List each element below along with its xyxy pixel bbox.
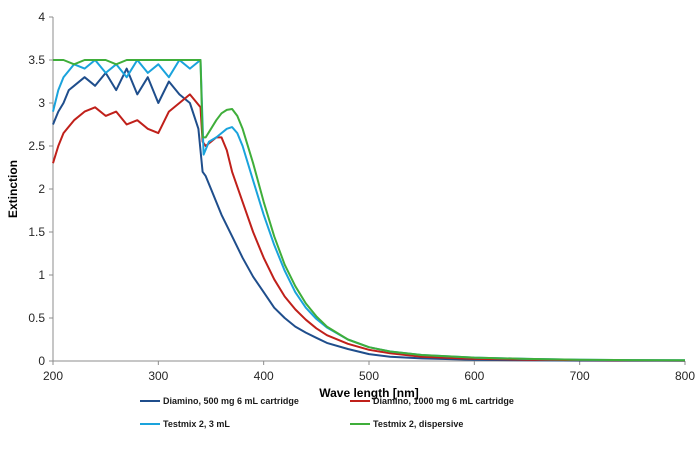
legend-label-1: Diamino, 500 mg 6 mL cartridge xyxy=(163,396,299,406)
x-tick-label: 600 xyxy=(464,369,484,383)
x-tick-label: 400 xyxy=(254,369,274,383)
y-axis-title: Extinction xyxy=(6,160,20,218)
y-tick-label: 0 xyxy=(38,354,45,368)
y-tick-label: 0.5 xyxy=(28,311,45,325)
y-tick-label: 3 xyxy=(38,96,45,110)
y-tick-label: 3.5 xyxy=(28,53,45,67)
axes xyxy=(52,17,685,362)
series-line-3 xyxy=(52,59,686,362)
y-tick-label: 4 xyxy=(38,10,45,24)
legend-label-2: Diamino, 1000 mg 6 mL cartridge xyxy=(373,396,514,406)
x-tick-label: 800 xyxy=(675,369,695,383)
x-tick-label: 500 xyxy=(359,369,379,383)
x-axis-title: Wave length [nm] xyxy=(319,386,419,400)
x-tick-label: 300 xyxy=(148,369,168,383)
x-tick-label: 200 xyxy=(43,369,63,383)
y-tick-label: 1 xyxy=(38,268,45,282)
series-line-4 xyxy=(53,59,686,362)
y-tick-label: 2.5 xyxy=(28,139,45,153)
legend-label-4: Testmix 2, dispersive xyxy=(373,419,463,429)
legend: Diamino, 500 mg 6 mL cartridge Diamino, 1… xyxy=(140,396,514,429)
series-line-2 xyxy=(52,93,686,362)
legend-label-3: Testmix 2, 3 mL xyxy=(163,419,230,429)
series-line-1 xyxy=(52,67,686,362)
y-tick-labels: 0 0.5 1 1.5 2 2.5 3 3.5 4 xyxy=(28,10,53,368)
x-tick-label: 700 xyxy=(570,369,590,383)
y-tick-label: 1.5 xyxy=(28,225,45,239)
x-tick-labels: 200 300 400 500 600 700 800 xyxy=(43,361,695,383)
y-tick-label: 2 xyxy=(38,182,45,196)
series-lines xyxy=(52,59,686,362)
